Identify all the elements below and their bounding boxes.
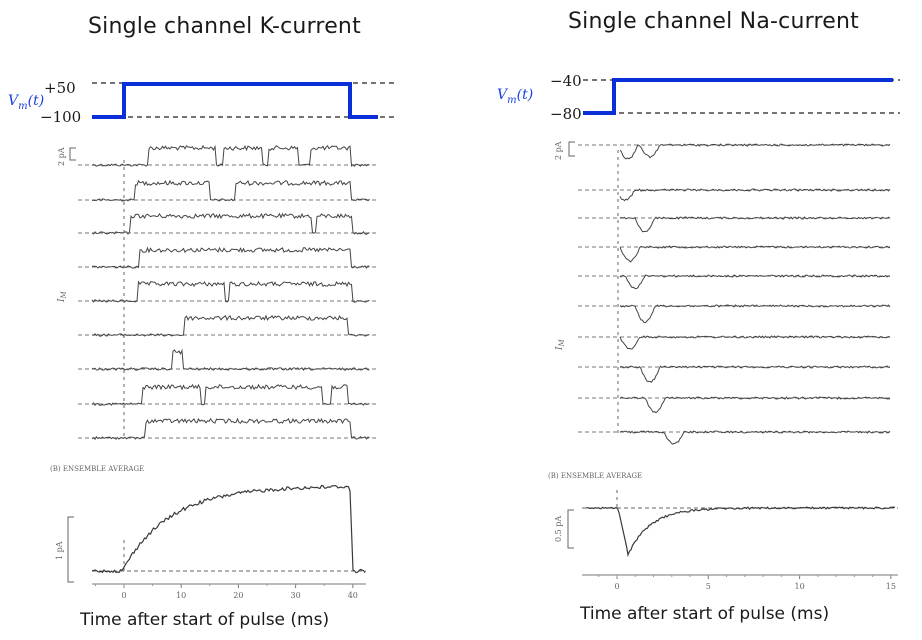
k-ensemble-trace (91, 484, 366, 574)
k-tick-label: 10 (176, 591, 186, 600)
na-scale-top-label: 2 pA (554, 141, 563, 160)
na-tick-label: 10 (795, 582, 805, 591)
k-title: Single channel K-current (88, 14, 361, 39)
na-xlabel: Time after start of pulse (ms) (580, 604, 830, 624)
na-vm-low: −80 (550, 105, 582, 123)
na-vm-label: Vm(t) (497, 87, 533, 106)
k-single-channel-trace (92, 246, 370, 269)
k-xlabel: Time after start of pulse (ms) (80, 610, 330, 630)
k-scale-top-label: 2 pA (57, 147, 66, 166)
k-ensemble-label: (B) ENSEMBLE AVERAGE (50, 465, 144, 473)
na-single-channel-trace (619, 216, 891, 233)
k-single-channel-trace (91, 417, 370, 440)
k-single-channel-trace (91, 280, 370, 303)
na-pulse-waveform (583, 78, 893, 115)
k-vm-label: Vm(t) (8, 93, 44, 112)
na-time-ticks: 0 5 10 15 (598, 575, 896, 591)
na-single-channel-trace (619, 396, 891, 414)
k-single-channel-trace (91, 212, 370, 235)
k-pulse-waveform (92, 82, 378, 119)
k-vm-low: −100 (40, 108, 81, 126)
na-scale-bottom-label: 0.5 pA (554, 516, 563, 542)
k-axis-label: IM (57, 290, 68, 303)
na-single-channel-trace (619, 188, 891, 202)
k-panel: Vm(t) +50 −100 2 pA IM (B) ENSEMBLE AVER… (8, 79, 395, 600)
na-tick-label: 15 (886, 582, 896, 591)
na-axis-label: IM (555, 338, 566, 351)
na-vm-high: −40 (550, 72, 582, 90)
na-single-channel-trace (619, 304, 891, 324)
na-title: Single channel Na-current (568, 9, 859, 34)
na-scale-bar-top: 2 pA (554, 141, 575, 160)
na-ensemble-trace (585, 506, 896, 558)
k-traces (78, 144, 378, 440)
k-tick-label: 0 (121, 591, 126, 600)
k-vm-high: +50 (44, 79, 76, 97)
k-tick-label: 30 (291, 591, 301, 600)
na-traces (578, 143, 893, 445)
k-tick-label: 20 (233, 591, 243, 600)
k-single-channel-trace (91, 179, 370, 202)
na-single-channel-trace (619, 143, 891, 160)
na-single-channel-trace (619, 335, 891, 350)
na-single-channel-trace (619, 274, 891, 290)
na-panel: Vm(t) −40 −80 2 pA IM (B) ENSEMBLE AVERA… (497, 72, 900, 591)
k-scale-bottom-label: 1 pA (55, 541, 64, 560)
na-scale-bar-bottom: 0.5 pA (554, 509, 574, 549)
na-tick-label: 0 (614, 582, 619, 591)
na-single-channel-trace (619, 430, 891, 445)
k-scale-bar-bottom: 1 pA (55, 516, 74, 583)
na-single-channel-trace (619, 365, 891, 383)
na-tick-label: 5 (706, 582, 711, 591)
k-scale-bar-top: 2 pA (57, 147, 76, 166)
na-single-channel-trace (619, 245, 891, 263)
na-ensemble-label: (B) ENSEMBLE AVERAGE (548, 472, 642, 480)
k-tick-label: 40 (348, 591, 358, 600)
k-single-channel-trace (91, 383, 370, 406)
k-single-channel-trace (91, 144, 370, 167)
k-single-channel-trace (91, 348, 370, 371)
k-time-ticks: 0 10 20 30 40 (94, 584, 358, 600)
k-single-channel-trace (91, 314, 370, 337)
